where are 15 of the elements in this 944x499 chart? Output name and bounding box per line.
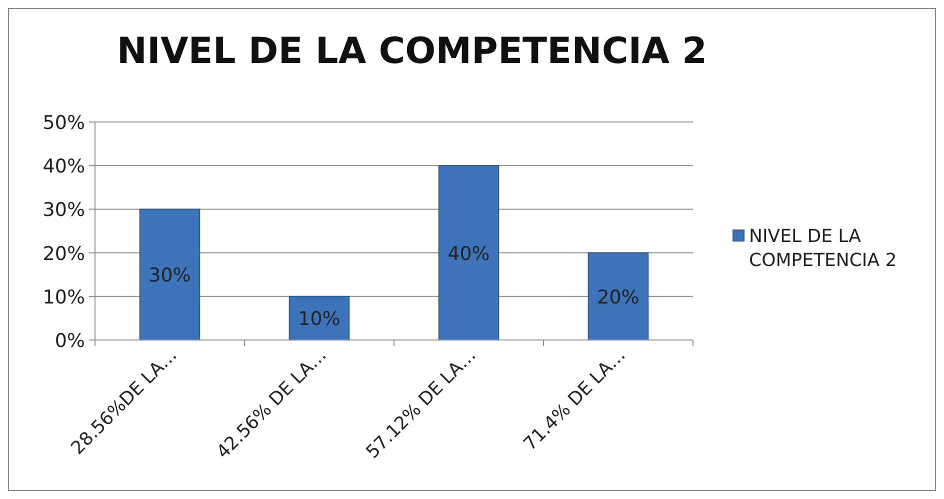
chart-title: NIVEL DE LA COMPETENCIA 2 [116,31,708,72]
legend-label: NIVEL DE LA COMPETENCIA 2 [749,226,897,271]
data-label: 30% [148,264,191,287]
y-tick-label: 50% [42,112,85,134]
bar [438,165,500,340]
y-tick-label: 20% [42,242,85,265]
bar [139,208,200,340]
data-label: 40% [448,242,490,265]
y-tick-label: 30% [42,199,85,222]
y-tick-label: 0% [54,330,85,352]
data-label: 10% [298,308,340,330]
data-label: 20% [597,286,640,308]
y-tick-label: 40% [42,156,85,178]
bar [588,252,649,340]
y-tick-label: 10% [42,286,85,308]
